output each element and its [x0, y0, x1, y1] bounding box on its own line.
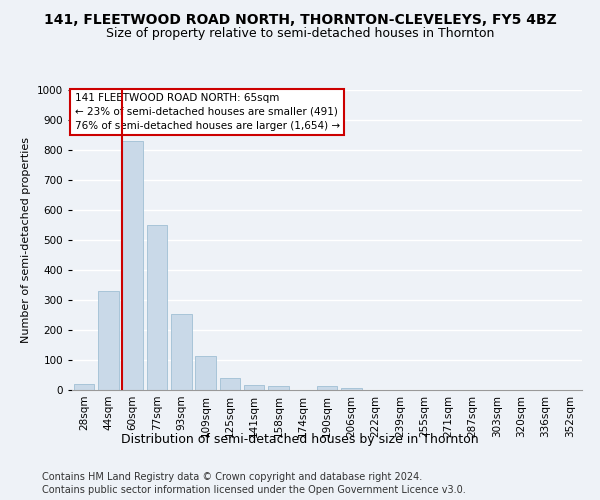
Bar	[74, 384, 94, 390]
Bar	[146, 225, 167, 390]
Bar	[98, 291, 119, 390]
Bar	[122, 141, 143, 390]
Bar	[317, 386, 337, 390]
Text: 141 FLEETWOOD ROAD NORTH: 65sqm
← 23% of semi-detached houses are smaller (491)
: 141 FLEETWOOD ROAD NORTH: 65sqm ← 23% of…	[74, 93, 340, 131]
Text: Size of property relative to semi-detached houses in Thornton: Size of property relative to semi-detach…	[106, 28, 494, 40]
Bar	[220, 378, 240, 390]
Text: Contains HM Land Registry data © Crown copyright and database right 2024.: Contains HM Land Registry data © Crown c…	[42, 472, 422, 482]
Text: Distribution of semi-detached houses by size in Thornton: Distribution of semi-detached houses by …	[121, 432, 479, 446]
Bar	[341, 388, 362, 390]
Y-axis label: Number of semi-detached properties: Number of semi-detached properties	[21, 137, 31, 343]
Text: Contains public sector information licensed under the Open Government Licence v3: Contains public sector information licen…	[42, 485, 466, 495]
Bar	[268, 386, 289, 390]
Bar	[171, 314, 191, 390]
Bar	[244, 384, 265, 390]
Bar	[195, 356, 216, 390]
Text: 141, FLEETWOOD ROAD NORTH, THORNTON-CLEVELEYS, FY5 4BZ: 141, FLEETWOOD ROAD NORTH, THORNTON-CLEV…	[44, 12, 556, 26]
